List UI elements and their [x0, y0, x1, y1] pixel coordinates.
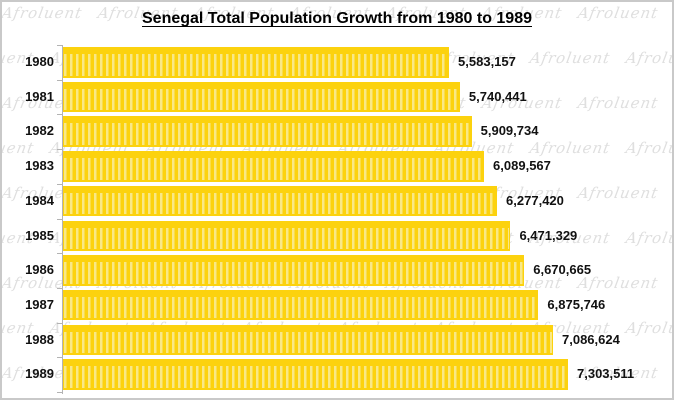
axis-tick — [57, 392, 63, 393]
bar-stripe-pattern — [64, 158, 484, 180]
axis-tick — [57, 357, 63, 359]
chart-row: 1986 6,670,665 — [2, 255, 672, 286]
bar-stripe-pattern — [64, 123, 471, 145]
chart-title: Senegal Total Population Growth from 198… — [142, 10, 532, 27]
bar-stripe-pattern — [64, 227, 510, 249]
value-label: 6,670,665 — [533, 262, 592, 278]
axis-tick — [57, 287, 63, 289]
bar-1981 — [63, 81, 460, 113]
axis-tick — [57, 183, 63, 185]
bar-1984 — [63, 185, 498, 217]
bar-1982 — [63, 116, 472, 147]
bar-stripe-pattern — [64, 366, 567, 388]
bar-stripe-pattern — [64, 54, 449, 76]
chart-row: 1984 6,277,420 — [2, 185, 672, 217]
chart-row: 1981 5,740,441 — [2, 81, 672, 113]
axis-tick — [57, 322, 63, 324]
bar-1987 — [63, 289, 539, 321]
axis-tick — [57, 45, 63, 46]
chart-row: 1983 6,089,567 — [2, 151, 672, 182]
category-label: 1984 — [25, 192, 54, 208]
value-label: 6,277,420 — [506, 192, 564, 208]
value-label: 6,875,746 — [547, 296, 606, 312]
category-label: 1985 — [25, 227, 54, 243]
bar-stripe-pattern — [64, 88, 459, 111]
value-label: 5,909,734 — [480, 123, 539, 139]
value-label: 7,086,624 — [562, 331, 620, 347]
category-label: 1980 — [25, 54, 54, 69]
bar-1986 — [63, 255, 525, 286]
chart-row: 1989 7,303,511 — [2, 359, 672, 390]
chart-row: 1982 5,909,734 — [2, 116, 672, 147]
bar-stripe-pattern — [64, 331, 552, 354]
value-label: 6,089,567 — [493, 158, 551, 174]
bar-1980 — [63, 47, 450, 78]
bar-1983 — [63, 151, 485, 182]
axis-tick — [57, 79, 63, 81]
value-label: 5,583,157 — [458, 54, 516, 69]
category-label: 1981 — [25, 88, 54, 104]
chart-row: 1987 6,875,746 — [2, 289, 672, 321]
value-label: 5,740,441 — [468, 88, 527, 104]
chart-row: 1980 5,583,157 — [2, 47, 672, 78]
category-label: 1988 — [25, 331, 54, 347]
category-label: 1986 — [25, 262, 54, 278]
value-label: 6,471,329 — [519, 227, 578, 243]
y-axis-line — [62, 45, 63, 395]
axis-tick — [57, 218, 63, 220]
category-label: 1989 — [25, 366, 54, 382]
bar-stripe-pattern — [64, 296, 538, 319]
bar-1985 — [63, 220, 511, 251]
axis-tick — [57, 253, 63, 255]
chart-row: 1985 6,471,329 — [2, 220, 672, 251]
axis-tick — [57, 149, 63, 151]
category-label: 1982 — [25, 123, 54, 139]
category-label: 1983 — [25, 158, 54, 174]
category-label: 1987 — [25, 296, 54, 312]
axis-tick — [57, 114, 63, 116]
value-label: 7,303,511 — [577, 366, 635, 382]
chart-row: 1988 7,086,624 — [2, 324, 672, 356]
bar-1989 — [63, 359, 568, 390]
bar-stripe-pattern — [64, 192, 497, 215]
bar-stripe-pattern — [64, 262, 524, 284]
bar-1988 — [63, 324, 553, 356]
